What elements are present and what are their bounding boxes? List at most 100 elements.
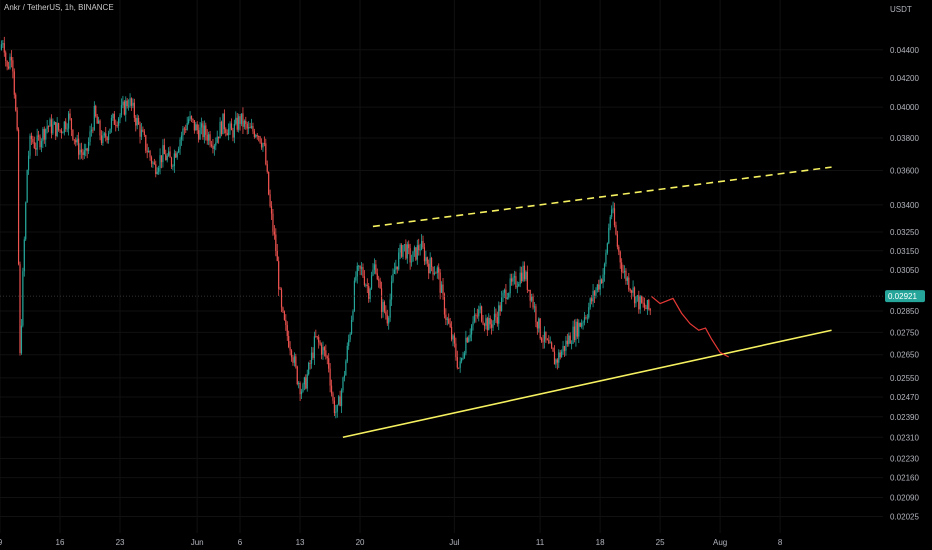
candle-body <box>398 252 400 270</box>
trendlines[interactable] <box>342 166 832 439</box>
price-axis[interactable]: USDT 0.04400 0.04200 0.04000 0.03800 0.03600 0… <box>890 5 919 521</box>
candle-body <box>470 325 473 335</box>
candle-body <box>549 342 551 344</box>
candle-body <box>466 337 468 343</box>
candle-body <box>366 284 368 287</box>
candle-body <box>60 130 63 133</box>
candle-body <box>2 43 4 45</box>
candle-body <box>13 71 15 95</box>
candle-body <box>118 118 120 126</box>
candle-body <box>42 129 44 142</box>
candle-body <box>561 351 563 358</box>
candle-body <box>282 307 284 312</box>
candle-body <box>518 284 520 287</box>
candle-body <box>598 284 600 290</box>
candle-body <box>410 261 413 263</box>
candle-body <box>406 244 408 259</box>
candle-body <box>349 333 351 340</box>
candle-body <box>15 94 17 111</box>
candle-body <box>0 44 3 50</box>
candle-body <box>408 244 410 249</box>
candle-body <box>355 276 357 281</box>
candle-body <box>203 125 205 138</box>
y-tick-label: 0.03600 <box>890 166 919 175</box>
candle-body <box>179 139 181 149</box>
candle-body <box>163 145 165 155</box>
candle-body <box>249 127 251 129</box>
candle-body <box>109 128 111 134</box>
candle-body <box>396 266 398 270</box>
candle-body <box>113 113 115 125</box>
candle-body <box>336 404 338 412</box>
candle-body <box>519 272 521 285</box>
candle-body <box>428 263 430 274</box>
candle-body <box>626 277 628 281</box>
candle-body <box>47 126 50 128</box>
candle-body <box>226 132 228 136</box>
candle-body <box>180 135 183 140</box>
candle-body <box>239 116 241 124</box>
candle-body <box>165 154 167 161</box>
candle-body <box>558 352 560 363</box>
candle-body <box>139 124 141 137</box>
resistance-trendline[interactable] <box>372 166 832 228</box>
candle-body <box>593 291 596 296</box>
y-tick-label: 0.02025 <box>890 512 919 521</box>
candle-body <box>348 339 350 346</box>
candle-body <box>90 129 93 132</box>
candle-body <box>138 118 140 125</box>
x-tick-label: Jul <box>449 538 459 547</box>
candle-body <box>643 303 646 308</box>
candle-body <box>442 284 444 295</box>
candle-body <box>95 105 97 117</box>
candle-body <box>602 274 604 284</box>
candle-body <box>426 257 428 264</box>
candle-body <box>16 110 18 130</box>
candle-body <box>413 247 416 252</box>
candle-body <box>448 318 450 324</box>
y-tick-label: 0.02750 <box>890 328 919 337</box>
candle-body <box>511 278 513 282</box>
x-tick-label: Aug <box>713 538 727 547</box>
candle-body <box>425 257 427 262</box>
candle-body <box>43 129 45 140</box>
candle-body <box>242 113 244 127</box>
candle-body <box>133 102 135 118</box>
candle-body <box>399 244 401 253</box>
candle-body <box>250 125 253 129</box>
candle-body <box>568 335 570 345</box>
candle-body <box>25 202 27 240</box>
candle-body <box>368 286 370 299</box>
candle-body <box>472 321 474 326</box>
candle-body <box>372 269 374 276</box>
time-axis[interactable]: 9 16 23 Jun 6 13 20 Jul 11 18 25 Aug 8 <box>0 538 783 547</box>
candle-body <box>7 66 10 69</box>
candle-body <box>449 323 451 327</box>
candle-body <box>556 359 558 363</box>
candle-body <box>59 129 61 131</box>
support-trendline[interactable] <box>342 329 832 439</box>
candle-body <box>99 120 101 136</box>
candle-body <box>105 133 107 138</box>
candle-body <box>35 148 37 150</box>
candle-body <box>606 243 608 253</box>
candle-body <box>232 130 234 138</box>
candle-body <box>210 144 213 146</box>
candle-body <box>542 341 544 343</box>
candle-body <box>225 129 227 133</box>
candle-body <box>475 314 477 316</box>
candle-body <box>548 339 550 344</box>
candle-body <box>516 286 518 288</box>
candle-body <box>75 140 77 143</box>
candle-body <box>489 318 491 325</box>
candle-body <box>10 56 13 61</box>
candle-body <box>6 60 8 67</box>
candle-body <box>476 315 478 317</box>
candle-body <box>636 295 638 297</box>
y-tick-label: 0.02390 <box>890 413 919 422</box>
candle-body <box>512 277 514 282</box>
candle-body <box>635 296 637 304</box>
candle-body <box>40 141 43 148</box>
candle-body <box>299 383 301 395</box>
